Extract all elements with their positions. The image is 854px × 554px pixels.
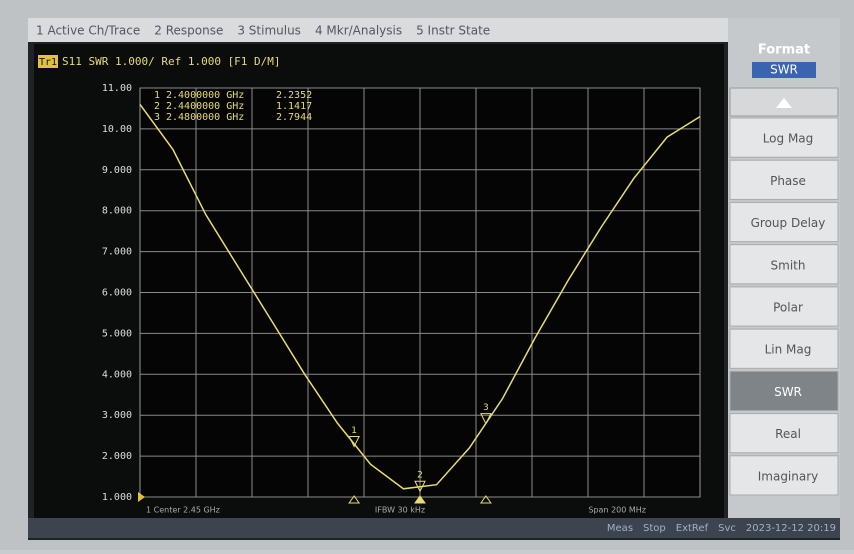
menu-item[interactable]: 5 Instr State — [416, 24, 490, 38]
softkey-label: Lin Mag — [765, 343, 812, 357]
menu-item[interactable]: 1 Active Ch/Trace — [36, 24, 140, 38]
y-tick-label: 10.00 — [102, 124, 132, 135]
marker-table-freq: 2.4800000 GHz — [166, 112, 244, 123]
softkey[interactable] — [729, 159, 839, 200]
trace-tag-box — [38, 55, 58, 68]
scroll-up-arrow — [776, 98, 792, 108]
softkey[interactable] — [729, 244, 839, 285]
y-tick-label: 9.000 — [102, 165, 132, 176]
trace-label: S11 SWR 1.000/ Ref 1.000 [F1 D/M] — [62, 55, 281, 68]
softkey[interactable] — [729, 201, 839, 243]
softkey-label: Log Mag — [763, 132, 814, 146]
softkey[interactable] — [729, 455, 839, 496]
softkey-label: SWR — [774, 385, 802, 399]
status-item: Meas — [607, 523, 633, 534]
status-item: 2023-12-12 20:19 — [746, 523, 836, 534]
y-tick-label: 5.000 — [102, 328, 132, 339]
marker-id: 1 — [351, 426, 357, 436]
softkey[interactable] — [729, 370, 839, 412]
y-tick-label: 2.000 — [102, 451, 132, 462]
status-item: Stop — [643, 523, 666, 534]
softkey-label: Imaginary — [758, 469, 819, 483]
marker-id: 3 — [483, 403, 489, 413]
marker-stimulus — [414, 495, 426, 504]
marker-triangle — [480, 413, 492, 425]
softkey-label: Group Delay — [751, 216, 826, 230]
softkey[interactable] — [729, 413, 839, 454]
menu-item[interactable]: 2 Response — [154, 24, 223, 38]
softkey-label: Polar — [773, 301, 803, 315]
marker-triangle — [348, 435, 360, 448]
marker-table-id: 2 — [154, 101, 160, 112]
marker-id: 2 — [417, 471, 423, 481]
marker-stimulus — [348, 495, 361, 504]
softkey-label: Phase — [770, 174, 806, 188]
softkey-current-box — [752, 62, 816, 78]
marker-stimulus — [479, 495, 492, 504]
softkey-label: Real — [775, 427, 801, 441]
reference-marker — [138, 492, 145, 502]
softkey[interactable] — [729, 286, 839, 327]
status-bar — [28, 518, 840, 538]
marker-table-freq: 2.4000000 GHz — [166, 90, 244, 101]
marker-table-id: 1 — [154, 90, 160, 101]
trace — [139, 103, 701, 490]
y-tick-label: 4.000 — [102, 369, 132, 380]
y-tick-label: 7.000 — [102, 247, 132, 258]
trace-tag: Tr1 — [39, 57, 57, 68]
softkey-title: Format — [758, 43, 810, 58]
y-tick-label: 3.000 — [102, 410, 132, 421]
marker-table-id: 3 — [154, 112, 160, 123]
y-tick-label: 1.000 — [102, 492, 132, 503]
marker-table-value: 2.2352 — [276, 90, 312, 101]
softkey-current: SWR — [770, 63, 798, 77]
softkey-label: Smith — [771, 258, 806, 272]
footer-start: 1 Center 2.45 GHz — [146, 506, 220, 515]
menu-bar — [28, 18, 728, 42]
marker-table-value: 1.1417 — [276, 101, 312, 112]
status-item: Svc — [718, 523, 736, 534]
softkey[interactable] — [729, 328, 839, 369]
marker-table-freq: 2.4400000 GHz — [166, 101, 244, 112]
footer-span: Span 200 MHz — [588, 506, 646, 515]
status-item: ExtRef — [676, 523, 709, 534]
menu-item[interactable]: 3 Stimulus — [237, 24, 301, 38]
y-tick-label: 11.00 — [102, 83, 132, 94]
softkey[interactable] — [729, 117, 839, 158]
footer-ifbw: IFBW 30 kHz — [375, 506, 425, 515]
marker-table-value: 2.7944 — [276, 112, 312, 123]
menu-item[interactable]: 4 Mkr/Analysis — [315, 24, 402, 38]
y-tick-label: 8.000 — [102, 206, 132, 217]
y-tick-label: 6.000 — [102, 288, 132, 299]
marker-triangle — [414, 480, 426, 493]
